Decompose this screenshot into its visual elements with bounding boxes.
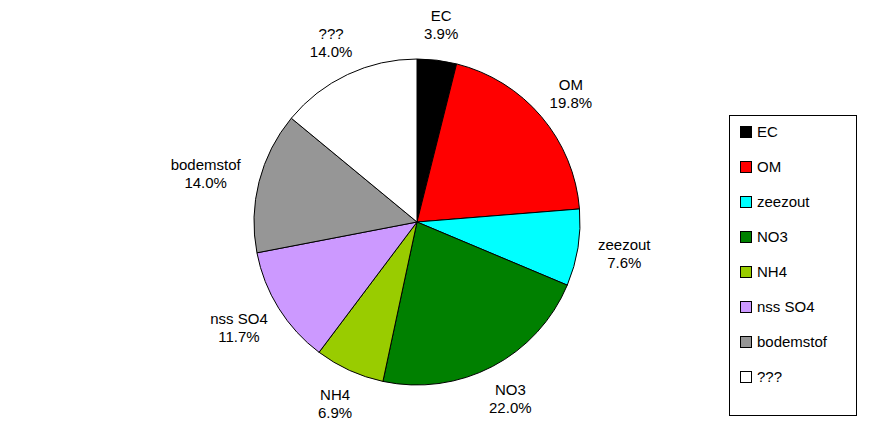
legend-swatch bbox=[741, 337, 752, 348]
data-label-name: bodemstof bbox=[171, 156, 242, 173]
data-label-name: OM bbox=[559, 76, 583, 93]
legend-label: NH4 bbox=[757, 263, 787, 280]
data-label-name: zeezout bbox=[598, 236, 651, 253]
data-labels: EC3.9% OM19.8% zeezout7.6% NO322.0% NH46.9% n… bbox=[171, 7, 652, 421]
slice bbox=[291, 59, 417, 222]
data-label-value: 19.8% bbox=[550, 94, 593, 111]
legend-label: zeezout bbox=[757, 193, 810, 210]
data-label-value: 11.7% bbox=[218, 328, 259, 345]
legend-swatch bbox=[741, 232, 752, 243]
legend-label: ??? bbox=[757, 368, 782, 385]
legend-swatch bbox=[741, 267, 752, 278]
data-label-name: nss SO4 bbox=[210, 310, 268, 327]
pie bbox=[254, 59, 580, 385]
legend-label: nss SO4 bbox=[757, 298, 815, 315]
data-label-name: EC bbox=[431, 7, 452, 24]
data-label-value: 22.0% bbox=[489, 399, 532, 416]
data-label-value: 14.0% bbox=[310, 43, 353, 60]
legend-swatch bbox=[741, 372, 752, 383]
legend-box bbox=[730, 116, 857, 416]
chart: EC3.9%OM19.8%zeezout7.6%NO322.0%NH46.9%n… bbox=[0, 0, 876, 434]
legend-label: bodemstof bbox=[757, 333, 828, 350]
data-label-value: 7.6% bbox=[607, 254, 641, 271]
slice bbox=[417, 64, 579, 222]
legend: EC OM zeezout NO3 NH4 nss SO4 bodemstof??? bbox=[730, 116, 857, 416]
data-label-name: NO3 bbox=[495, 381, 526, 398]
legend-label: OM bbox=[757, 158, 781, 175]
legend-label: EC bbox=[757, 123, 778, 140]
legend-swatch bbox=[741, 162, 752, 173]
data-label-value: 14.0% bbox=[184, 174, 227, 191]
data-label-value: 6.9% bbox=[318, 404, 352, 421]
legend-swatch bbox=[741, 302, 752, 313]
data-label-name: NH4 bbox=[320, 386, 350, 403]
data-label-value: 3.9% bbox=[424, 25, 458, 42]
legend-label: NO3 bbox=[757, 228, 788, 245]
data-label-name: ??? bbox=[319, 25, 344, 42]
legend-swatch bbox=[741, 197, 752, 208]
legend-swatch bbox=[741, 127, 752, 138]
